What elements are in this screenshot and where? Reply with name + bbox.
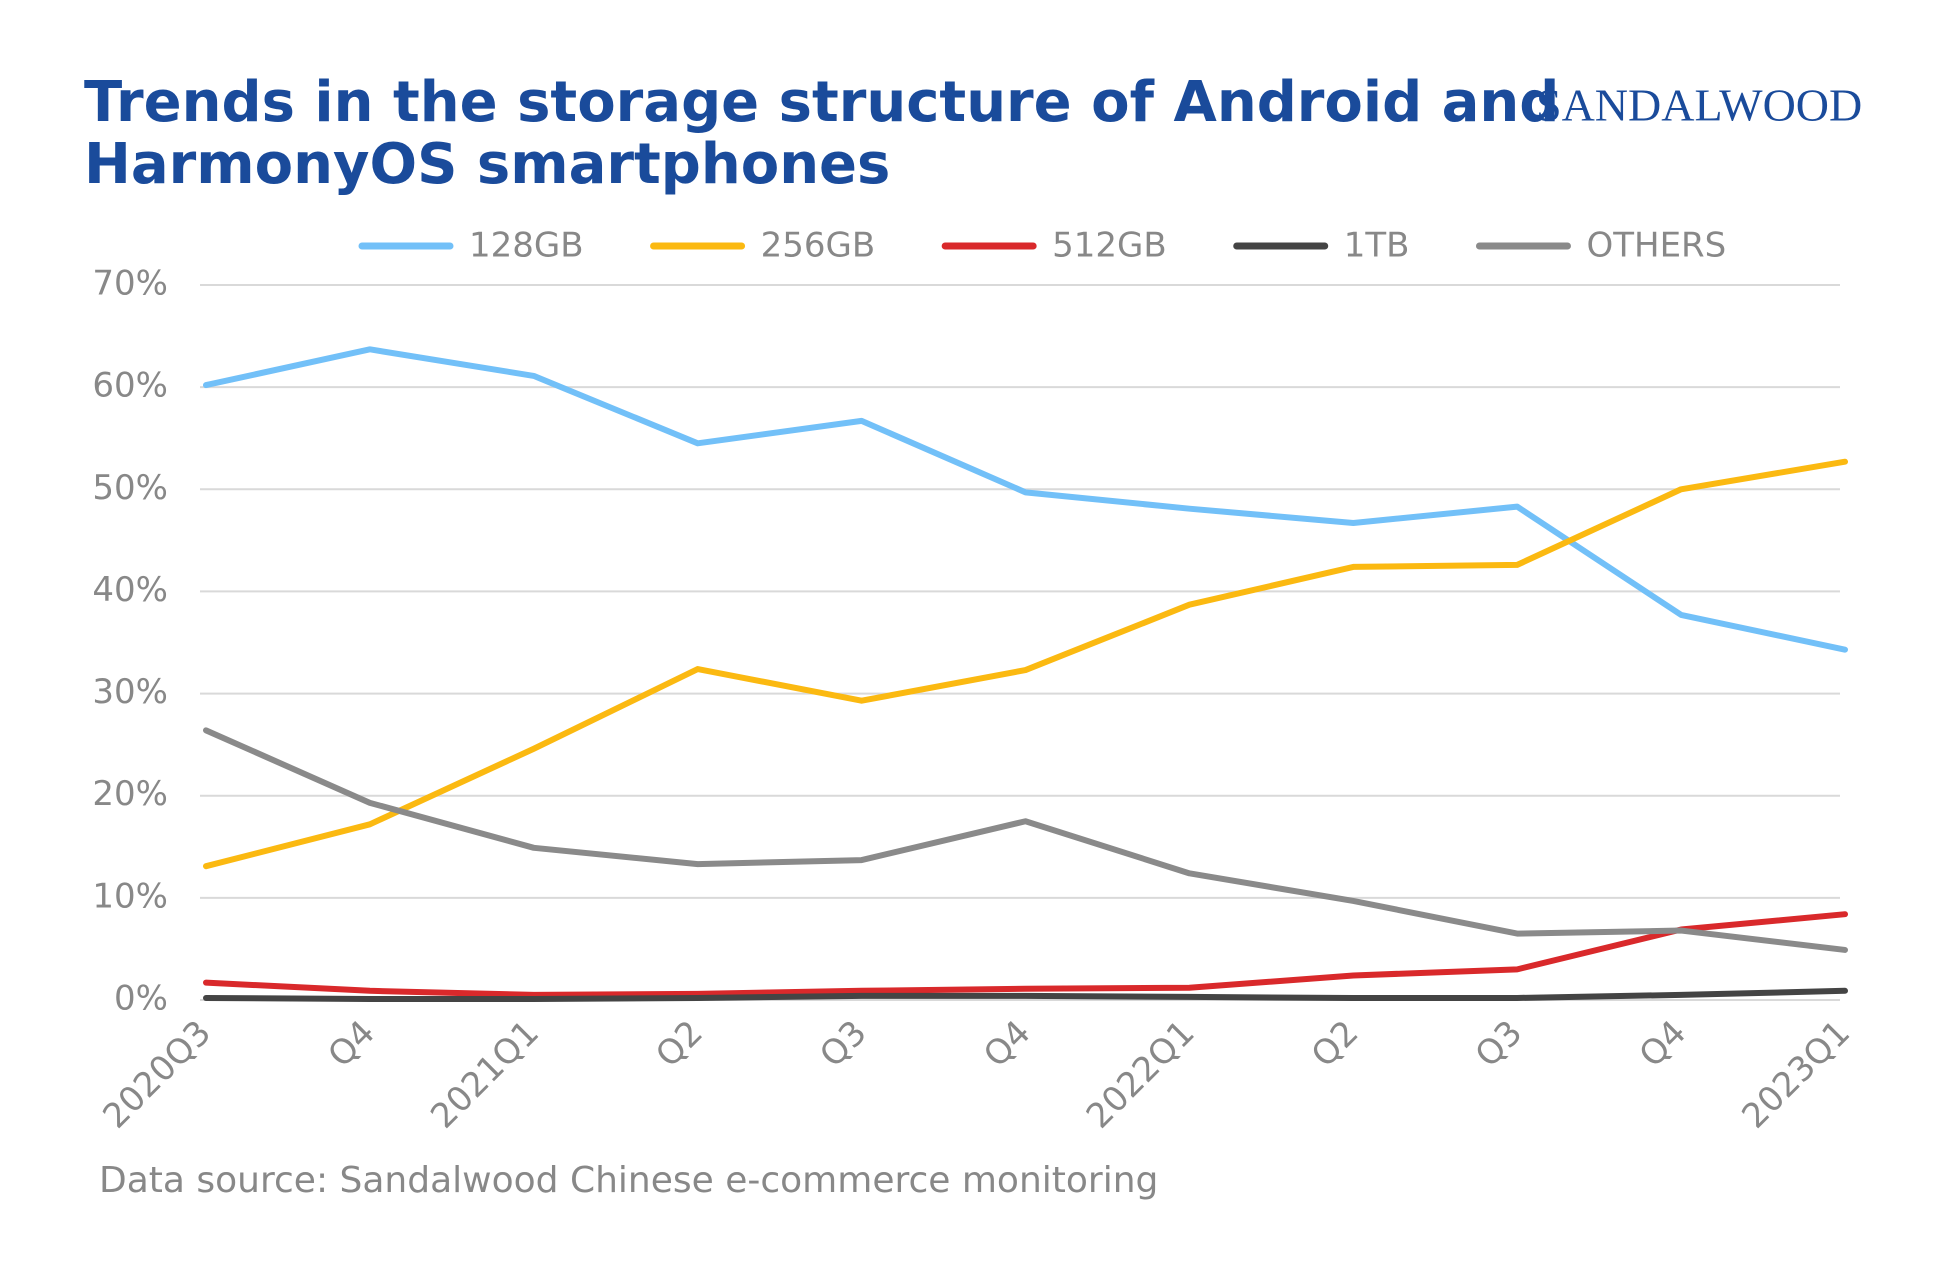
x-tick-label: Q4 xyxy=(1632,1013,1695,1076)
y-tick-label: 70% xyxy=(92,264,168,304)
x-tick-label: 2020Q3 xyxy=(95,1013,219,1137)
series-line xyxy=(203,346,1848,653)
series-line xyxy=(203,987,1848,1002)
x-tick-label: 2022Q1 xyxy=(1079,1013,1203,1137)
logo: SANDALWOOD xyxy=(1536,80,1862,131)
x-tick-label: Q3 xyxy=(812,1013,875,1076)
y-tick-label: 50% xyxy=(92,468,168,508)
x-tick-label: 2021Q1 xyxy=(423,1013,547,1137)
legend-label: 128GB xyxy=(469,226,584,266)
x-tick-label: 2023Q1 xyxy=(1734,1013,1858,1137)
y-tick-label: 60% xyxy=(92,366,168,406)
y-tick-label: 0% xyxy=(114,979,168,1019)
y-tick-label: 10% xyxy=(92,876,168,916)
legend-label: OTHERS xyxy=(1586,226,1726,266)
series-line xyxy=(203,458,1848,870)
x-tick-label: Q4 xyxy=(976,1013,1039,1076)
y-tick-label: 20% xyxy=(92,774,168,814)
y-tick-label: 30% xyxy=(92,672,168,712)
x-tick-label: Q3 xyxy=(1468,1013,1531,1076)
x-tick-label: Q2 xyxy=(1304,1013,1367,1076)
chart-title: Trends in the storage structure of Andro… xyxy=(84,70,1559,197)
series-line xyxy=(203,727,1848,953)
legend-label: 1TB xyxy=(1344,226,1410,266)
legend-label: 256GB xyxy=(761,226,876,266)
x-tick-label: Q2 xyxy=(648,1013,711,1076)
source-note: Data source: Sandalwood Chinese e-commer… xyxy=(99,1160,1158,1201)
x-tick-label: Q4 xyxy=(320,1013,383,1076)
y-tick-label: 40% xyxy=(92,570,168,610)
series-line xyxy=(203,911,1848,998)
legend-label: 512GB xyxy=(1052,226,1167,266)
